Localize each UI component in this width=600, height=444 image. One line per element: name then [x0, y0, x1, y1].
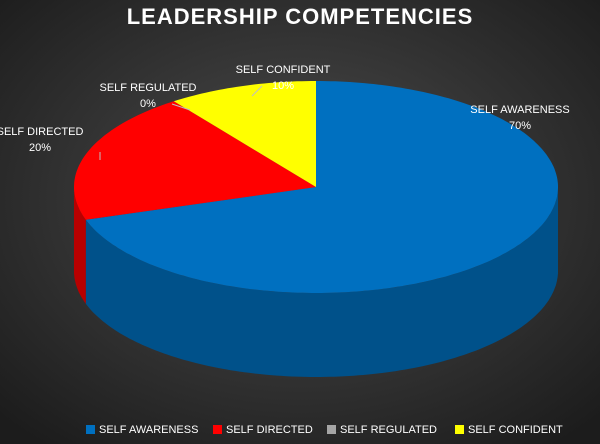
legend-label: SELF CONFIDENT — [468, 424, 563, 436]
plot: SELF AWARENESS 70% SELF DIRECTED 20% SELF RE… — [0, 64, 570, 436]
legend-swatch — [213, 425, 222, 434]
data-label-value: 70% — [509, 120, 531, 132]
slice-side — [85, 187, 559, 377]
chart-title: LEADERSHIP COMPETENCIES — [127, 4, 474, 29]
leader-line — [171, 103, 191, 111]
legend-label: SELF AWARENESS — [99, 424, 198, 436]
data-label-name: SELF CONFIDENT — [236, 64, 331, 76]
slice — [74, 101, 316, 220]
data-label-value: 10% — [272, 80, 294, 92]
data-label-name: SELF AWARENESS — [470, 104, 569, 116]
legend-swatch — [86, 425, 95, 434]
leader-line — [251, 85, 263, 97]
slice — [85, 81, 559, 293]
slice — [173, 81, 316, 187]
legend-swatch — [327, 425, 336, 434]
legend-label: SELF DIRECTED — [226, 424, 313, 436]
data-label-value: 20% — [29, 142, 51, 154]
data-label-name: SELF REGULATED — [100, 82, 197, 94]
legend-swatch — [455, 425, 464, 434]
legend-label: SELF REGULATED — [340, 424, 437, 436]
slice-side — [74, 187, 86, 304]
data-label-value: 0% — [140, 98, 156, 110]
data-label-name: SELF DIRECTED — [0, 126, 83, 138]
